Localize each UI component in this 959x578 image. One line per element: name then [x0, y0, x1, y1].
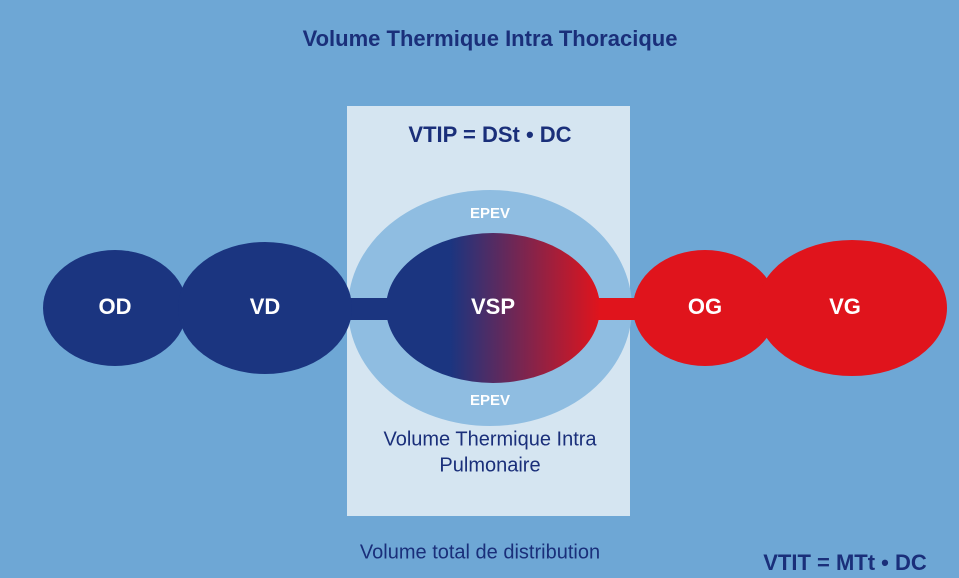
node-od	[43, 250, 187, 366]
node-vd	[178, 242, 352, 374]
node-label: VG	[829, 294, 861, 319]
node-og	[633, 250, 777, 366]
connector-red	[585, 298, 645, 320]
node-label: OG	[688, 294, 722, 319]
pulmonary-caption: Volume Thermique Intra	[383, 428, 597, 450]
vtip-formula: VTIP = DSt • DC	[408, 122, 571, 147]
footer-caption: Volume total de distribution	[360, 541, 600, 563]
node-label: VSP	[471, 294, 515, 319]
node-label: OD	[99, 294, 132, 319]
node-label: VD	[250, 294, 281, 319]
epev-label: EPEV	[470, 392, 510, 409]
pulmonary-caption: Pulmonaire	[439, 454, 540, 476]
node-vsp	[386, 233, 600, 383]
epev-label: EPEV	[470, 205, 510, 222]
title: Volume Thermique Intra Thoracique	[303, 26, 678, 51]
node-vg	[757, 240, 947, 376]
vtit-formula: VTIT = MTt • DC	[763, 550, 927, 575]
